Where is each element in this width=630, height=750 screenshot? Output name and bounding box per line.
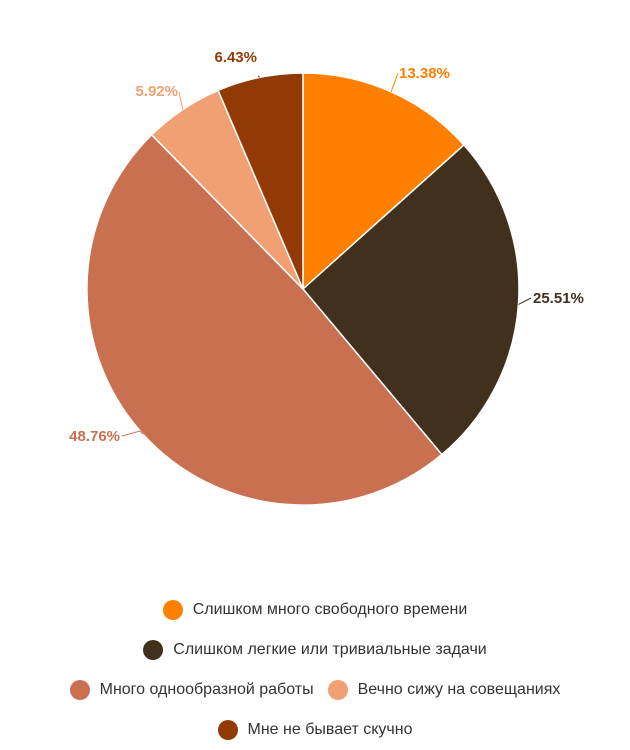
leader-line-3: [178, 91, 184, 110]
slice-value-label-2: 48.76%: [69, 428, 120, 445]
slice-value-label-1: 25.51%: [533, 290, 584, 307]
legend-label: Слишком много свободного времени: [192, 601, 468, 618]
leader-line-2: [121, 430, 144, 437]
legend-label: Мне не бывает скучно: [247, 721, 413, 738]
legend-swatch: [143, 640, 164, 660]
legend-swatch: [217, 720, 238, 740]
legend-swatch: [327, 680, 348, 700]
legend-item[interactable]: Вечно сижу на совещаниях: [327, 680, 561, 700]
pie-slice-0: [302, 72, 465, 291]
slice-value-label-0: 13.38%: [399, 65, 450, 82]
legend-label: Много однообразной работы: [99, 681, 314, 698]
legend-swatch: [69, 680, 90, 700]
legend-item[interactable]: Слишком легкие или тривиальные задачи: [143, 640, 487, 660]
slice-value-label-3: 5.92%: [135, 83, 178, 100]
legend-row: Много однообразной работы Вечно сижу на с…: [69, 670, 561, 710]
legend-label: Слишком легкие или тривиальные задачи: [173, 641, 487, 658]
legend-item[interactable]: Слишком много свободного времени: [162, 600, 468, 620]
legend-row: Слишком легкие или тривиальные задачи: [143, 630, 487, 670]
leader-line-4: [257, 75, 261, 78]
pie-slice-1: [301, 143, 520, 456]
pie-chart-svg: 13.38% 25.51% 48.76% 5.92% 6.43%: [69, 49, 584, 506]
legend-swatch: [162, 600, 183, 620]
chart-legend: Слишком много свободного времени Слишком …: [0, 590, 630, 750]
leader-line-0: [390, 72, 399, 92]
legend-item[interactable]: Много однообразной работы: [69, 680, 314, 700]
legend-item[interactable]: Мне не бывает скучно: [217, 720, 413, 740]
legend-label: Вечно сижу на совещаниях: [357, 681, 561, 698]
slice-value-label-4: 6.43%: [214, 49, 257, 66]
leader-line-1: [518, 297, 532, 305]
legend-row: Слишком много свободного времени: [162, 590, 468, 630]
legend-row: Мне не бывает скучно: [217, 710, 413, 750]
